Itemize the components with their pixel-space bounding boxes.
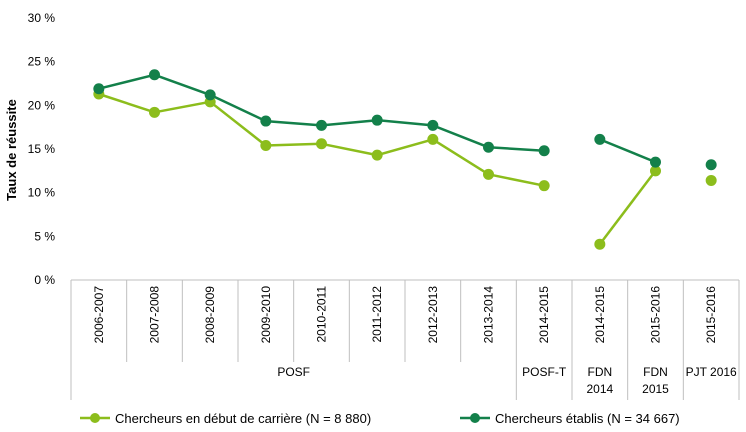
- category-label: 2010-2011: [315, 286, 329, 343]
- data-point: [650, 165, 661, 177]
- category-label: 2008-2009: [203, 286, 217, 344]
- data-point: [594, 238, 606, 250]
- category-label: 2015-2016: [649, 286, 663, 344]
- y-tick-label: 25 %: [28, 55, 56, 69]
- y-tick-label: 20 %: [28, 98, 56, 112]
- data-point: [260, 115, 272, 127]
- y-tick-label: 15 %: [28, 142, 56, 156]
- group-label: POSF-T: [522, 365, 567, 379]
- category-label: 2014-2015: [593, 286, 607, 344]
- category-label: 2015-2016: [704, 286, 718, 344]
- data-point: [483, 168, 494, 180]
- data-point: [316, 119, 327, 131]
- y-tick-label: 30 %: [28, 11, 56, 25]
- data-point: [650, 156, 661, 168]
- y-tick-label: 5 %: [34, 229, 55, 243]
- category-label: 2012-2013: [426, 286, 440, 344]
- legend-label: Chercheurs établis (N = 34 667): [495, 411, 680, 426]
- data-point: [149, 106, 160, 118]
- data-point: [371, 114, 383, 126]
- legend-marker: [90, 413, 100, 423]
- series-points: [93, 69, 717, 250]
- data-point: [705, 174, 717, 186]
- group-label: POSF: [277, 365, 310, 379]
- category-labels: 2006-2007 2007-2008 2008-2009 2009-2010 2010…: [92, 286, 718, 344]
- series-line: [599, 138, 656, 164]
- group-labels: POSF POSF-T FDN 2014 FDN 2015 PJT 2016: [277, 365, 737, 396]
- data-point: [316, 138, 327, 150]
- group-label: 2014: [586, 382, 613, 396]
- group-label: FDN: [587, 365, 612, 379]
- category-label: 2014-2015: [537, 286, 551, 344]
- data-point: [483, 141, 494, 153]
- data-point: [93, 83, 105, 95]
- data-point: [538, 145, 550, 157]
- category-label: 2006-2007: [92, 286, 106, 344]
- axes: [70, 279, 740, 400]
- data-point: [371, 149, 383, 161]
- y-tick-label: 10 %: [28, 186, 56, 200]
- data-point: [204, 89, 216, 101]
- legend-marker: [470, 413, 480, 423]
- data-point: [149, 69, 160, 81]
- series-line: [598, 170, 657, 245]
- data-point: [594, 133, 606, 145]
- data-point: [427, 133, 439, 145]
- category-label: 2009-2010: [259, 286, 273, 344]
- group-label: FDN: [643, 365, 668, 379]
- group-label: 2015: [642, 382, 669, 396]
- y-axis-title: Taux de réussite: [4, 99, 19, 201]
- data-point: [260, 140, 272, 152]
- data-point: [705, 159, 717, 171]
- data-point: [427, 119, 439, 131]
- group-label: PJT 2016: [686, 365, 737, 379]
- y-axis-title-group: Taux de réussite: [4, 99, 19, 201]
- category-label: 2013-2014: [482, 286, 496, 344]
- category-label: 2011-2012: [370, 286, 384, 343]
- legend-label: Chercheurs en début de carrière (N = 8 8…: [115, 411, 371, 426]
- category-label: 2007-2008: [148, 286, 162, 344]
- legend: Chercheurs en début de carrière (N = 8 8…: [80, 411, 680, 426]
- data-point: [538, 180, 550, 192]
- y-tick-labels: 0 % 5 % 10 % 15 % 20 % 25 % 30 %: [28, 11, 56, 287]
- y-tick-label: 0 %: [34, 273, 55, 287]
